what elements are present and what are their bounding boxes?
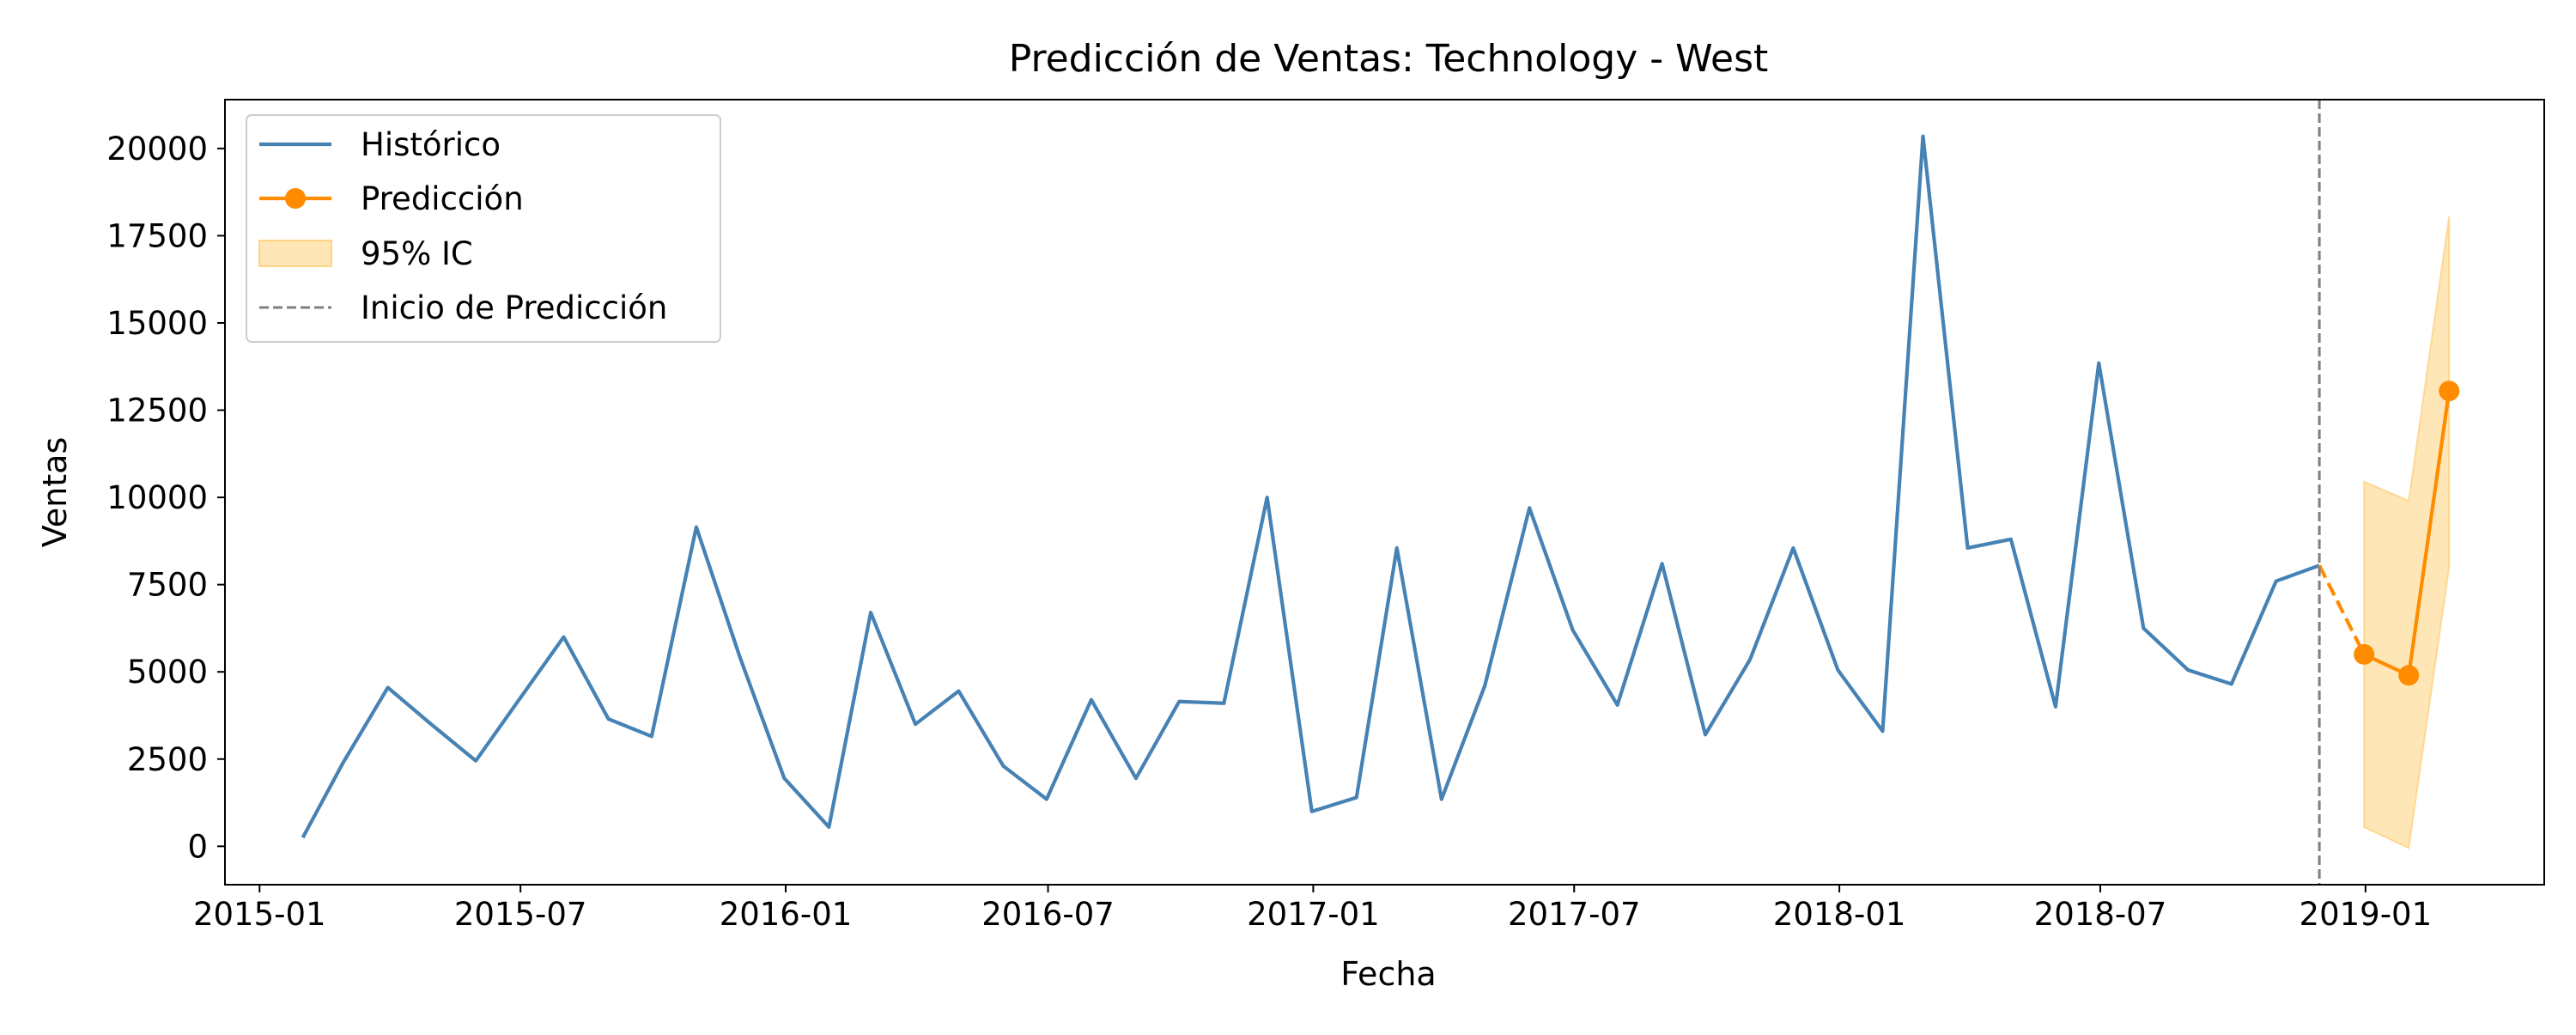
x-tick-label: 2017-01 [1247,896,1380,933]
y-tick-label: 7500 [127,567,208,604]
x-tick-label: 2019-01 [2300,896,2433,933]
legend-label: Histórico [361,126,501,163]
legend-swatch-marker [285,188,306,209]
forecast-connector-line [2318,564,2366,655]
y-tick-label: 0 [187,828,208,865]
chart-title: Predicción de Ventas: Technology - West [1009,37,1769,81]
plot-area: 2015-01 2015-07 2016-01 2016-07 2017-01 2017-… [106,99,2545,933]
legend: Histórico Predicción 95% IC Inicio de Predi… [246,114,721,343]
y-tick-label: 12500 [106,393,208,429]
legend-label: Predicción [361,180,524,217]
series-line-historico [301,134,2320,839]
y-tick-label: 20000 [106,131,208,167]
y-tick-label: 15000 [106,305,208,342]
plot-frame [224,99,2545,886]
x-tick-label: 2016-07 [981,896,1115,933]
series-point-prediccion [2439,381,2460,402]
legend-box [246,114,721,343]
series-point-prediccion [2354,643,2375,665]
y-tick-label: 17500 [106,217,208,254]
series-point-prediccion [2398,665,2420,686]
legend-label: 95% IC [361,235,473,272]
x-tick-label: 2015-01 [193,896,326,933]
x-tick-label: 2018-07 [2034,896,2167,933]
confidence-band [2363,216,2451,849]
x-tick-label: 2016-01 [720,896,853,933]
legend-label: Inicio de Predicción [361,289,667,326]
legend-swatch-patch [258,240,332,267]
y-tick-label: 5000 [127,654,208,691]
y-tick-label: 10000 [106,479,208,516]
x-tick-label: 2017-07 [1508,896,1641,933]
x-tick-label: 2015-07 [454,896,587,933]
x-tick-label: 2018-01 [1773,896,1906,933]
y-axis-label: Ventas [36,437,74,548]
y-tick-label: 2500 [127,741,208,778]
x-axis-label: Fecha [1340,955,1436,993]
